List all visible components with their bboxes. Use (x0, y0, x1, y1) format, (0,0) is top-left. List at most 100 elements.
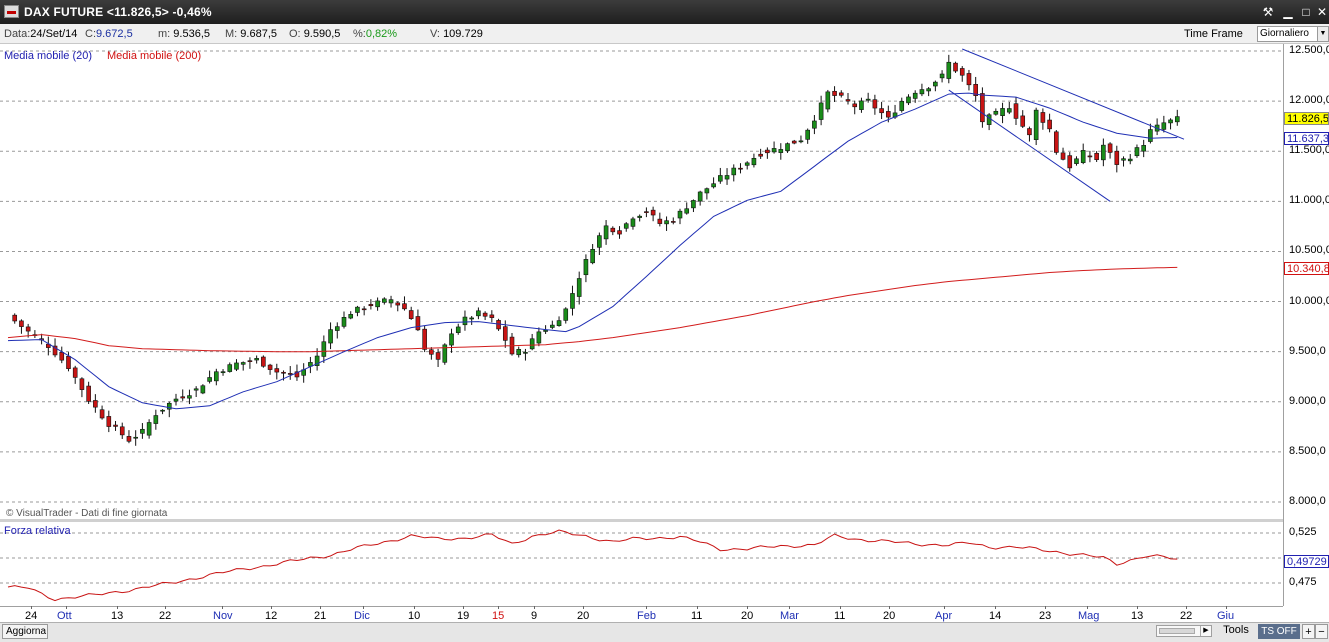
candle-up (785, 143, 790, 151)
scroll-thumb[interactable] (1159, 628, 1195, 634)
title-bar: DAX FUTURE <11.826,5> -0,46% ⚒ ▁ □ ✕ (0, 0, 1329, 24)
candle-down (19, 320, 24, 327)
candle-up (523, 352, 528, 354)
status-bar (0, 622, 1329, 642)
date-field: Data:24/Set/14 (4, 28, 78, 40)
time-tick-label: Feb (637, 610, 656, 622)
time-tick (222, 606, 223, 609)
candle-up (1121, 158, 1126, 161)
price-tick-label: 8.500,0 (1289, 444, 1326, 457)
candle-up (133, 436, 138, 439)
candle-down (435, 352, 441, 360)
candle-down (1013, 103, 1019, 119)
candle-down (261, 356, 266, 367)
candle-down (66, 355, 71, 369)
candle-up (677, 210, 683, 219)
time-tick-label: 13 (111, 610, 124, 622)
relative-strength-legend[interactable]: Forza relativa (4, 525, 71, 537)
candle-up (220, 371, 226, 374)
last-price-marker: 11.826,5 (1284, 112, 1329, 125)
time-tick-label: 13 (1131, 610, 1144, 622)
candle-up (556, 320, 562, 326)
candle-up (234, 362, 239, 370)
time-tick (534, 606, 535, 609)
candle-up (704, 188, 710, 194)
candle-up (778, 149, 784, 153)
candle-down (422, 328, 427, 350)
candle-up (691, 200, 696, 209)
zoom-out-button[interactable]: − (1315, 624, 1328, 639)
price-tick-label: 11.500,0 (1289, 144, 1329, 157)
candle-up (348, 314, 354, 319)
minimize-icon[interactable]: ▁ (1283, 5, 1293, 19)
ma200-legend[interactable]: Media mobile (200) (107, 50, 202, 62)
candle-up (818, 102, 824, 120)
price-tick-label: 12.000,0 (1289, 94, 1329, 107)
candle-down (402, 303, 407, 310)
candle-down (281, 371, 286, 374)
candle-down (294, 371, 300, 378)
zoom-in-button[interactable]: + (1302, 624, 1315, 639)
indicator-lines (7, 48, 1185, 602)
candle-up (899, 100, 905, 111)
candle-up (933, 81, 938, 87)
percent-field: %:0,82% (353, 28, 398, 40)
candle-up (597, 235, 602, 248)
price-tick-label: 11.000,0 (1289, 194, 1329, 207)
candle-down (852, 103, 858, 108)
time-tick (995, 606, 996, 609)
timeframe-label: Time Frame (1184, 28, 1243, 40)
candle-down (879, 108, 884, 114)
candle-up (382, 298, 387, 303)
wrench-icon[interactable]: ⚒ (1262, 5, 1274, 19)
time-tick (463, 606, 464, 609)
candle-up (724, 175, 730, 180)
candle-down (429, 349, 434, 355)
candle-down (1040, 112, 1046, 123)
ts-off-button[interactable]: TS OFF (1258, 624, 1300, 639)
time-tick-label: Mag (1078, 610, 1100, 622)
candle-up (697, 191, 703, 202)
candle-up (193, 388, 199, 391)
trendline (962, 48, 1185, 140)
time-tick-label: Apr (935, 610, 953, 622)
candle-up (1174, 116, 1180, 123)
candle-up (1006, 108, 1012, 113)
close-icon[interactable]: ✕ (1316, 5, 1328, 19)
candle-up (751, 157, 757, 166)
time-axis[interactable] (0, 606, 1283, 622)
time-tick (889, 606, 890, 609)
chevron-right-icon[interactable]: ▶ (1200, 626, 1211, 636)
price-axis[interactable] (1283, 44, 1329, 606)
candle-up (684, 208, 690, 214)
candle-up (1148, 129, 1153, 142)
time-tick (498, 606, 499, 609)
time-tick-label: 20 (577, 610, 590, 622)
time-tick (414, 606, 415, 609)
horizontal-scrollbar[interactable]: ▶ (1156, 625, 1212, 637)
refresh-button[interactable]: Aggiorna (2, 624, 48, 639)
ma20-legend[interactable]: Media mobile (20) (4, 50, 93, 62)
candle-up (1074, 158, 1079, 164)
candles-layer (12, 54, 1180, 446)
chevron-down-icon[interactable]: ▼ (1317, 27, 1328, 41)
timeframe-select[interactable]: Giornaliero ▼ (1257, 26, 1329, 42)
candle-up (516, 349, 522, 356)
candle-up (576, 278, 582, 297)
candle-up (664, 220, 669, 225)
candle-up (731, 167, 737, 176)
candle-up (375, 300, 380, 308)
candle-down (980, 93, 985, 123)
candle-up (926, 88, 931, 92)
candle-up (449, 333, 454, 346)
tools-button[interactable]: Tools (1223, 624, 1249, 636)
candle-down (765, 149, 770, 154)
candle-up (590, 249, 595, 264)
candle-up (314, 355, 320, 366)
candle-down (274, 368, 280, 373)
candle-down (738, 167, 743, 170)
candle-up (1134, 147, 1140, 157)
candle-down (72, 367, 78, 378)
price-chart[interactable] (0, 44, 1283, 606)
maximize-icon[interactable]: □ (1302, 5, 1310, 19)
